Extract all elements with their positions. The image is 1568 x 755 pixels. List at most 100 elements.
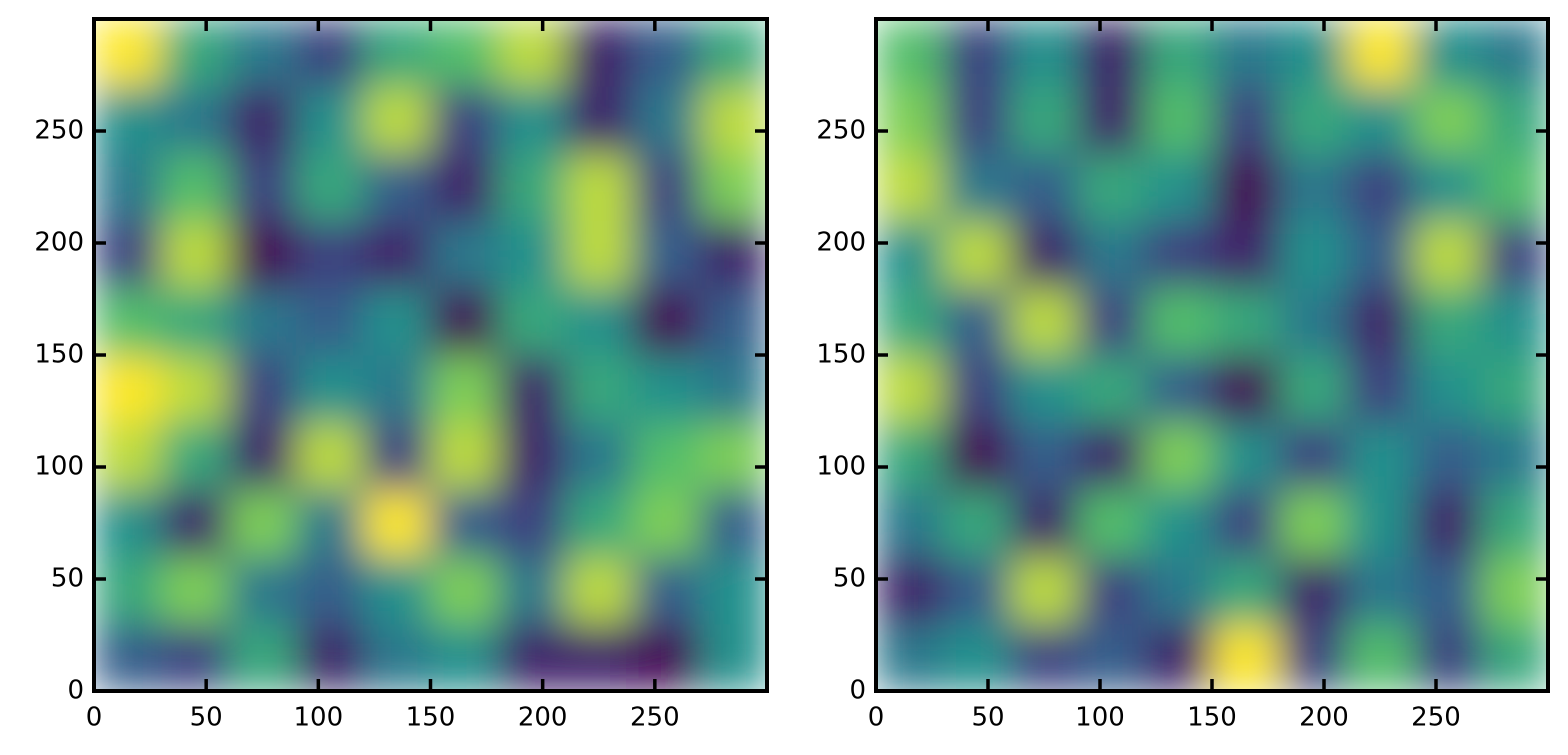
heat-cell (161, 489, 230, 558)
heat-cell (1212, 623, 1280, 691)
x-tick-label: 150 (1187, 703, 1237, 733)
heat-cell (699, 19, 767, 87)
heat-cell (228, 86, 297, 154)
heat-cell (943, 153, 1011, 222)
heat-cell (1144, 287, 1213, 356)
heat-cell (1144, 153, 1213, 222)
heat-cell (699, 86, 767, 154)
heat-cell (1144, 422, 1213, 490)
heat-cell (565, 19, 633, 87)
heat-cell (161, 556, 230, 625)
y-tick-label: 50 (833, 564, 866, 594)
heat-cell (1010, 556, 1079, 625)
heat-cell (632, 287, 701, 356)
heat-cell (1077, 86, 1146, 154)
heat-cell (1279, 220, 1347, 289)
heat-cell (1346, 623, 1415, 691)
heat-cell (876, 623, 944, 691)
heat-cell (632, 220, 701, 289)
heat-cell (943, 489, 1011, 558)
heat-cell (497, 422, 566, 490)
heatmap (94, 19, 767, 691)
heat-cell (94, 623, 162, 691)
heat-cell (876, 19, 944, 87)
heat-cell (363, 556, 431, 625)
y-tick-label: 100 (34, 452, 84, 482)
heat-cell (1279, 19, 1347, 87)
heat-cell (1346, 355, 1415, 423)
x-tick-label: 0 (86, 703, 103, 733)
heat-cell (295, 19, 364, 87)
heat-cell (1279, 489, 1347, 558)
heat-cell (363, 86, 431, 154)
heat-cell (943, 623, 1011, 691)
heat-cell (228, 19, 297, 87)
heat-cell (699, 220, 767, 289)
heat-cell (497, 556, 566, 625)
heat-cell (363, 287, 431, 356)
y-tick-label: 0 (849, 676, 866, 706)
heat-cell (1212, 422, 1280, 490)
heat-cell (161, 287, 230, 356)
heat-cell (94, 287, 162, 356)
heat-cell (1144, 556, 1213, 625)
heat-cell (876, 86, 944, 154)
heat-cell (1346, 287, 1415, 356)
heat-cell (94, 86, 162, 154)
y-tick-label: 150 (34, 340, 84, 370)
heat-cell (228, 355, 297, 423)
plot-area (876, 19, 1548, 691)
heat-cell (565, 355, 633, 423)
heat-cell (1212, 86, 1280, 154)
heat-cell (161, 153, 230, 222)
heat-cell (228, 489, 297, 558)
heat-cell (632, 422, 701, 490)
heat-cell (1480, 556, 1548, 625)
heat-cell (430, 153, 499, 222)
heat-cell (1413, 489, 1482, 558)
heat-cell (1480, 220, 1548, 289)
heat-cell (1279, 287, 1347, 356)
heat-cell (1010, 422, 1079, 490)
heat-cell (1413, 422, 1482, 490)
heat-cell (1346, 86, 1415, 154)
heat-cell (363, 153, 431, 222)
heat-cell (943, 19, 1011, 87)
heat-cell (497, 220, 566, 289)
heat-cell (943, 355, 1011, 423)
heat-cell (228, 220, 297, 289)
heat-cell (228, 422, 297, 490)
y-tick-label: 200 (34, 228, 84, 258)
heat-cell (699, 556, 767, 625)
x-tick-label: 50 (190, 703, 223, 733)
heat-cell (943, 422, 1011, 490)
heat-cell (94, 556, 162, 625)
heat-cell (94, 422, 162, 490)
heat-cell (943, 287, 1011, 356)
heat-cell (1480, 623, 1548, 691)
heat-cell (632, 623, 701, 691)
heat-cell (497, 623, 566, 691)
heat-cell (1346, 153, 1415, 222)
heat-cell (295, 220, 364, 289)
heat-cell (565, 220, 633, 289)
heat-cell (295, 556, 364, 625)
heat-cell (363, 220, 431, 289)
heat-cell (1212, 220, 1280, 289)
y-tick-label: 150 (816, 340, 866, 370)
heat-cell (876, 489, 944, 558)
heat-cell (632, 86, 701, 154)
heat-cell (161, 86, 230, 154)
heat-cell (876, 220, 944, 289)
heat-cell (632, 19, 701, 87)
heat-cell (1010, 489, 1079, 558)
heat-cell (1480, 153, 1548, 222)
heat-cell (565, 287, 633, 356)
heat-cell (1077, 153, 1146, 222)
x-tick-label: 50 (971, 703, 1004, 733)
heat-cell (565, 153, 633, 222)
heat-cell (699, 355, 767, 423)
heat-cell (699, 623, 767, 691)
heat-cell (632, 556, 701, 625)
